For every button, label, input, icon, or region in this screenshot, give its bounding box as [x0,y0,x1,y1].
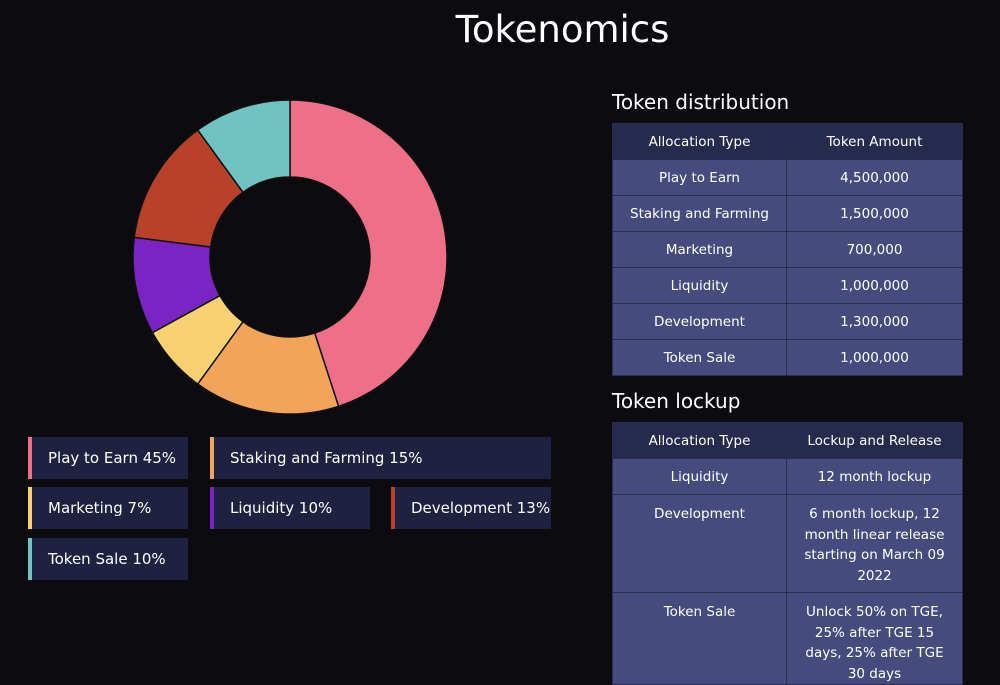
token-amount-cell: 1,000,000 [786,339,963,376]
allocation-type-cell: Development [612,494,787,593]
lockup-release-cell: 6 month lockup, 12 month linear release … [786,494,963,593]
table-header-row: Allocation Type Token Amount [612,123,963,160]
legend-item-staking-and-farming: Staking and Farming 15% [210,437,551,479]
table-row: Marketing 700,000 [612,231,963,268]
distribution-title: Token distribution [612,90,790,114]
lockup-title: Token lockup [612,389,741,413]
table-row: Token Sale 1,000,000 [612,339,963,376]
table-header-row: Allocation Type Lockup and Release [612,422,963,459]
lockup-release-cell: Unlock 50% on TGE, 25% after TGE 15 days… [786,592,963,685]
table-row: Liquidity 1,000,000 [612,267,963,304]
legend-item-marketing: Marketing 7% [28,487,188,529]
distribution-table: Allocation Type Token Amount Play to Ear… [612,123,963,376]
column-header: Allocation Type [612,422,787,459]
legend-item-development: Development 13% [391,487,551,529]
allocation-type-cell: Development [612,303,787,340]
token-amount-cell: 1,500,000 [786,195,963,232]
allocation-type-cell: Marketing [612,231,787,268]
allocation-type-cell: Liquidity [612,267,787,304]
table-row: Development 1,300,000 [612,303,963,340]
donut-slice-token-sale [196,99,291,194]
column-header: Lockup and Release [786,422,963,459]
token-amount-cell: 700,000 [786,231,963,268]
token-amount-cell: 1,000,000 [786,267,963,304]
token-amount-cell: 4,500,000 [786,159,963,196]
table-row: Play to Earn 4,500,000 [612,159,963,196]
lockup-table: Allocation Type Lockup and Release Liqui… [612,422,963,685]
lockup-release-cell: 12 month lockup [786,458,963,495]
allocation-type-cell: Token Sale [612,339,787,376]
table-row: Liquidity 12 month lockup [612,458,963,495]
donut-slice-play-to-earn [289,99,448,408]
table-row: Token Sale Unlock 50% on TGE, 25% after … [612,592,963,685]
column-header: Allocation Type [612,123,787,160]
legend-item-liquidity: Liquidity 10% [210,487,370,529]
donut-chart [132,99,448,415]
table-row: Development 6 month lockup, 12 month lin… [612,494,963,593]
table-row: Staking and Farming 1,500,000 [612,195,963,232]
legend-item-play-to-earn: Play to Earn 45% [28,437,188,479]
column-header: Token Amount [786,123,963,160]
allocation-type-cell: Play to Earn [612,159,787,196]
page-title: Tokenomics [455,8,670,51]
token-amount-cell: 1,300,000 [786,303,963,340]
legend-item-token-sale: Token Sale 10% [28,538,188,580]
allocation-type-cell: Staking and Farming [612,195,787,232]
allocation-type-cell: Token Sale [612,592,787,685]
allocation-type-cell: Liquidity [612,458,787,495]
